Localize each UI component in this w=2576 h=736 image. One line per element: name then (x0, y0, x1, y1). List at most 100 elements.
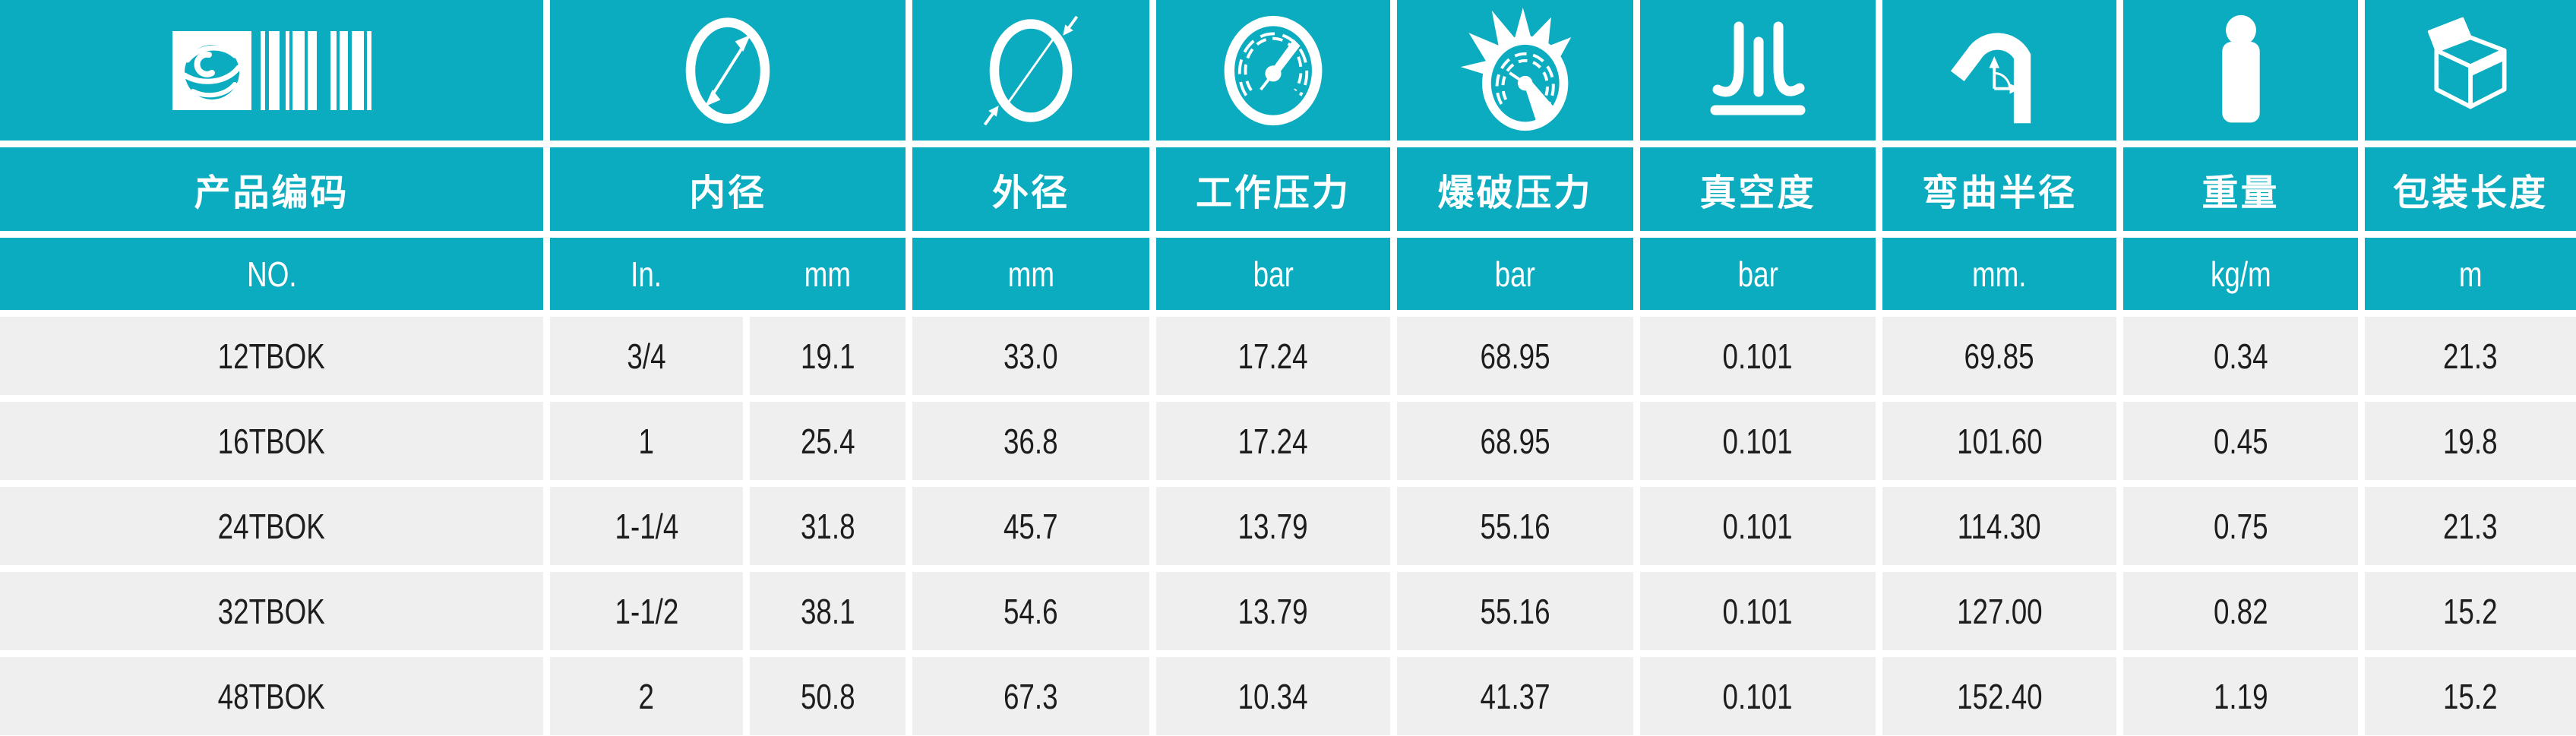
unit-package-length: m (2365, 238, 2576, 310)
bend-radius-icon-cell (1882, 0, 2116, 141)
row-24tbok-burst-pressure: 55.16 (1397, 487, 1633, 565)
cell-value: 13.79 (1237, 591, 1309, 631)
row-16tbok-package-length: 19.8 (2365, 402, 2576, 480)
cell-value: 12TBOK (217, 336, 326, 376)
cell-value: 0.101 (1722, 421, 1794, 461)
cell-value: 16TBOK (217, 421, 326, 461)
row-24tbok-package-length: 21.3 (2365, 487, 2576, 565)
cell-value: 55.16 (1480, 591, 1550, 631)
row-32tbok-vacuum: 0.101 (1640, 572, 1876, 650)
burst-pressure-icon (1460, 7, 1571, 131)
cell-value: 1-1/4 (615, 506, 678, 546)
row-32tbok-id-in: 1-1/2 (550, 572, 743, 650)
unit-working-pressure: bar (1156, 238, 1390, 310)
weight-icon-cell (2123, 0, 2358, 141)
inner-diameter-icon-cell (550, 0, 906, 141)
burst-pressure-icon-cell (1397, 0, 1633, 141)
cell-value: 0.101 (1722, 676, 1794, 716)
vacuum-icon-cell (1640, 0, 1876, 141)
row-16tbok-burst-pressure: 68.95 (1397, 402, 1633, 480)
row-12tbok-package-length: 21.3 (2365, 317, 2576, 395)
row-16tbok-id-mm: 25.4 (750, 402, 906, 480)
cell-value: 32TBOK (217, 591, 326, 631)
row-48tbok-id-in: 2 (550, 657, 743, 735)
cell-value: 21.3 (2443, 336, 2498, 376)
cell-value: 10.34 (1237, 676, 1309, 716)
cell-value: 0.101 (1722, 336, 1794, 376)
cell-value: 15.2 (2443, 591, 2498, 631)
weight-icon (2221, 14, 2260, 122)
outer-diameter-icon-cell (912, 0, 1149, 141)
row-48tbok-weight: 1.19 (2123, 657, 2358, 735)
row-32tbok-od-mm: 54.6 (912, 572, 1149, 650)
cell-value: 21.3 (2443, 506, 2498, 546)
unit-text: m (2458, 254, 2483, 294)
row-16tbok-weight: 0.45 (2123, 402, 2358, 480)
cell-value: 17.24 (1237, 421, 1309, 461)
row-12tbok-weight: 0.34 (2123, 317, 2358, 395)
row-48tbok-burst-pressure: 41.37 (1397, 657, 1633, 735)
bend-radius-icon (1950, 33, 2031, 124)
row-32tbok-id-mm: 38.1 (750, 572, 906, 650)
unit-weight: kg/m (2123, 238, 2358, 310)
row-16tbok-vacuum: 0.101 (1640, 402, 1876, 480)
cell-value: 15.2 (2443, 676, 2498, 716)
outer-diameter-icon (983, 15, 1079, 125)
cell-value: 1 (638, 421, 655, 461)
row-12tbok-vacuum: 0.101 (1640, 317, 1876, 395)
cell-value: 1-1/2 (615, 591, 678, 631)
cell-value: 68.95 (1480, 421, 1550, 461)
cell-value: 31.8 (800, 506, 855, 546)
unit-product-code: NO. (0, 238, 543, 310)
inner-diameter-icon (685, 17, 770, 124)
unit-vacuum: bar (1640, 238, 1876, 310)
row-24tbok-weight: 0.75 (2123, 487, 2358, 565)
row-48tbok-od-mm: 67.3 (912, 657, 1149, 735)
col-label-outer-diameter: 外径 (912, 147, 1149, 231)
cell-value: 41.37 (1480, 676, 1550, 716)
row-12tbok-bend-radius: 69.85 (1882, 317, 2116, 395)
cell-value: 13.79 (1237, 506, 1309, 546)
cell-value: 38.1 (800, 591, 855, 631)
col-label-working-pressure: 工作压力 (1156, 147, 1390, 231)
col-label-weight: 重量 (2123, 147, 2358, 231)
row-24tbok-id-in: 1-1/4 (550, 487, 743, 565)
unit-text: bar (1737, 254, 1778, 294)
vacuum-icon (1710, 21, 1806, 115)
working-pressure-icon-cell (1156, 0, 1390, 141)
unit-text: mm (1007, 254, 1054, 294)
cell-value: 114.30 (1958, 506, 2041, 546)
cell-value: 36.8 (1004, 421, 1058, 461)
cell-value: 25.4 (800, 421, 855, 461)
col-label-bend-radius: 弯曲半径 (1882, 147, 2116, 231)
pressure-gauge-icon (1224, 15, 1323, 125)
cell-value: 33.0 (1004, 336, 1058, 376)
row-48tbok-bend-radius: 152.40 (1882, 657, 2116, 735)
cell-value: 45.7 (1004, 506, 1058, 546)
package-box-icon (2427, 17, 2507, 109)
row-16tbok-id-in: 1 (550, 402, 743, 480)
unit-text: bar (1253, 254, 1294, 294)
cell-value: 24TBOK (217, 506, 326, 546)
cell-value: 67.3 (1004, 676, 1058, 716)
barcode-icon (172, 30, 371, 110)
cell-value: 19.1 (800, 336, 855, 376)
row-16tbok-od-mm: 36.8 (912, 402, 1149, 480)
row-48tbok-product-code: 48TBOK (0, 657, 543, 735)
product-code-icon-cell (0, 0, 543, 141)
row-24tbok-product-code: 24TBOK (0, 487, 543, 565)
row-48tbok-working-pressure: 10.34 (1156, 657, 1390, 735)
row-32tbok-weight: 0.82 (2123, 572, 2358, 650)
row-16tbok-working-pressure: 17.24 (1156, 402, 1390, 480)
row-12tbok-product-code: 12TBOK (0, 317, 543, 395)
row-12tbok-id-mm: 19.1 (750, 317, 906, 395)
unit-burst-pressure: bar (1397, 238, 1633, 310)
row-32tbok-burst-pressure: 55.16 (1397, 572, 1633, 650)
cell-value: 19.8 (2443, 421, 2498, 461)
cell-value: 69.85 (1964, 336, 2035, 376)
unit-text-mm: mm (804, 254, 852, 294)
cell-value: 0.82 (2213, 591, 2268, 631)
row-32tbok-working-pressure: 13.79 (1156, 572, 1390, 650)
cell-value: 48TBOK (217, 676, 326, 716)
